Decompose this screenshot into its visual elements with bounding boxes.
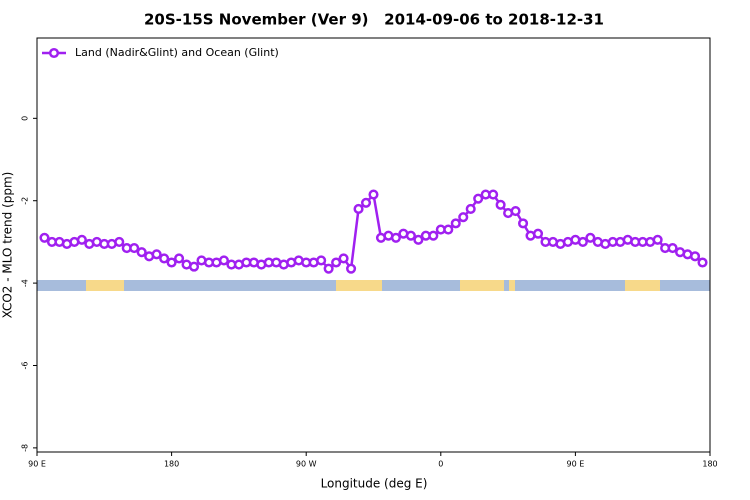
point xyxy=(323,263,334,274)
point xyxy=(136,247,147,258)
x-tick-label: 90 W xyxy=(296,460,317,469)
y-tick-label: -2 xyxy=(21,197,30,205)
point xyxy=(338,253,349,264)
x-tick-label: 90 E xyxy=(567,460,585,469)
land-band xyxy=(336,280,382,291)
chart-title: 20S-15S November (Ver 9) 2014-09-06 to 2… xyxy=(144,11,604,29)
point xyxy=(577,236,588,247)
point xyxy=(518,218,529,229)
point xyxy=(495,199,506,210)
point xyxy=(443,224,454,235)
land-band xyxy=(460,280,504,291)
land-band xyxy=(625,280,660,291)
x-tick-label: 0 xyxy=(438,460,443,469)
point xyxy=(353,203,364,215)
y-tick-label: -4 xyxy=(21,279,30,287)
x-tick-label: 180 xyxy=(164,460,179,469)
point xyxy=(39,232,50,243)
point xyxy=(331,257,342,268)
point xyxy=(151,249,162,260)
y-tick-label: -6 xyxy=(21,362,30,370)
x-tick-label: 90 E xyxy=(28,460,46,469)
series-line xyxy=(43,191,704,272)
point xyxy=(166,257,177,268)
point xyxy=(159,253,170,264)
x-tick-label: 180 xyxy=(702,460,717,469)
point xyxy=(368,189,379,200)
point xyxy=(465,203,476,215)
y-axis-label: XCO2 - MLO trend (ppm) xyxy=(1,172,15,319)
legend-marker xyxy=(48,47,60,59)
land-band xyxy=(86,280,124,291)
point xyxy=(218,255,229,266)
point xyxy=(488,189,499,200)
y-tick-label: 0 xyxy=(21,116,30,121)
point xyxy=(346,263,357,274)
y-tick-label: -8 xyxy=(21,444,30,452)
point xyxy=(413,234,424,245)
point xyxy=(652,234,663,245)
point xyxy=(473,193,484,204)
point xyxy=(174,253,185,264)
point xyxy=(428,230,439,241)
point xyxy=(316,255,327,266)
point xyxy=(114,236,125,247)
point xyxy=(390,232,401,243)
point xyxy=(405,230,416,241)
point xyxy=(532,228,544,239)
land-band xyxy=(509,280,515,291)
point xyxy=(667,243,678,254)
point xyxy=(360,197,372,208)
surface-band xyxy=(37,280,710,291)
plot-frame xyxy=(36,37,711,453)
point xyxy=(450,218,461,229)
point xyxy=(458,212,469,223)
point xyxy=(585,232,596,243)
point xyxy=(689,251,701,262)
legend-label: Land (Nadir&Glint) and Ocean (Glint) xyxy=(75,46,279,59)
x-axis-label: Longitude (deg E) xyxy=(321,477,428,491)
point xyxy=(697,257,708,268)
point xyxy=(188,261,200,272)
point xyxy=(76,234,87,245)
point xyxy=(510,205,521,217)
point xyxy=(129,243,140,254)
